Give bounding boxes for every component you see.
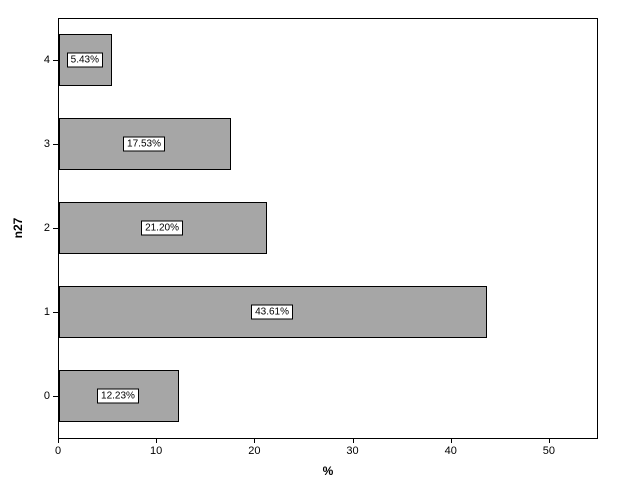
bar-label-1: 43.61%	[251, 305, 293, 320]
bar-label-4: 5.43%	[67, 53, 103, 68]
x-tick-label: 10	[150, 445, 162, 457]
y-tick-label: 3	[38, 138, 50, 150]
bar-label-3: 17.53%	[123, 137, 165, 152]
x-tick	[451, 438, 452, 443]
x-tick-label: 0	[55, 445, 61, 457]
x-tick	[156, 438, 157, 443]
y-tick-label: 2	[38, 222, 50, 234]
x-tick	[549, 438, 550, 443]
x-tick-label: 30	[346, 445, 358, 457]
x-tick	[58, 438, 59, 443]
y-tick-label: 4	[38, 54, 50, 66]
x-tick-label: 50	[543, 445, 555, 457]
y-tick-label: 1	[38, 306, 50, 318]
n27-bar-chart: 0 10 20 30 40 50% 4 5.43% 3 17.53% 2 21.20% 1 43.61% 0…	[0, 0, 624, 500]
x-axis-title: %	[323, 464, 334, 478]
x-tick-label: 20	[248, 445, 260, 457]
y-tick-label: 0	[38, 390, 50, 402]
x-tick	[254, 438, 255, 443]
y-tick	[53, 144, 58, 145]
x-tick-label: 40	[445, 445, 457, 457]
y-axis-title: n27	[11, 218, 25, 239]
x-tick	[353, 438, 354, 443]
y-tick	[53, 396, 58, 397]
y-tick	[53, 60, 58, 61]
y-tick	[53, 312, 58, 313]
bar-label-0: 12.23%	[97, 389, 139, 404]
bar-label-2: 21.20%	[141, 221, 183, 236]
x-axis-line	[58, 438, 598, 439]
y-tick	[53, 228, 58, 229]
